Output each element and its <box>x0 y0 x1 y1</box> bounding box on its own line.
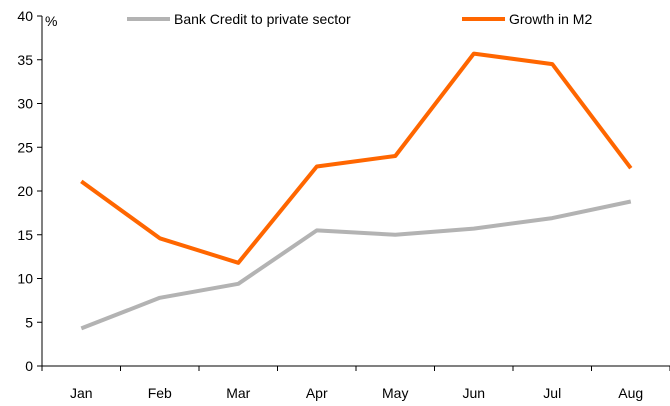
y-tick-label: 5 <box>25 314 33 330</box>
y-tick-label: 35 <box>17 52 33 68</box>
legend-label-bank-credit: Bank Credit to private sector <box>174 11 351 27</box>
x-tick-label: May <box>382 385 408 401</box>
x-tick-label: Aug <box>618 385 643 401</box>
y-tick-label: 15 <box>17 227 33 243</box>
axes: 0 5 10 15 20 25 30 35 40 Jan Feb Mar Apr May Jun Jul Aug <box>17 8 670 401</box>
series-line-growth-m2 <box>80 51 633 265</box>
x-tick-label: Jun <box>462 385 485 401</box>
y-tick-label: 10 <box>17 271 33 287</box>
y-tick-label: 0 <box>25 358 33 374</box>
y-tick-label: 40 <box>17 8 33 24</box>
x-tick-label: Jan <box>70 385 93 401</box>
series-layer <box>80 51 633 331</box>
x-tick-label: Feb <box>148 385 172 401</box>
y-tick-label: 30 <box>17 96 33 112</box>
x-tick-label: Mar <box>226 385 250 401</box>
y-tick-label: 25 <box>17 139 33 155</box>
x-tick-label: Jul <box>543 385 561 401</box>
x-tick-label: Apr <box>306 385 328 401</box>
legend: Bank Credit to private sector Growth in … <box>127 11 592 27</box>
y-tick-label: 20 <box>17 183 33 199</box>
y-axis-unit-label: % <box>45 13 57 29</box>
series-line-bank-credit <box>80 199 632 331</box>
legend-label-growth-m2: Growth in M2 <box>509 11 592 27</box>
